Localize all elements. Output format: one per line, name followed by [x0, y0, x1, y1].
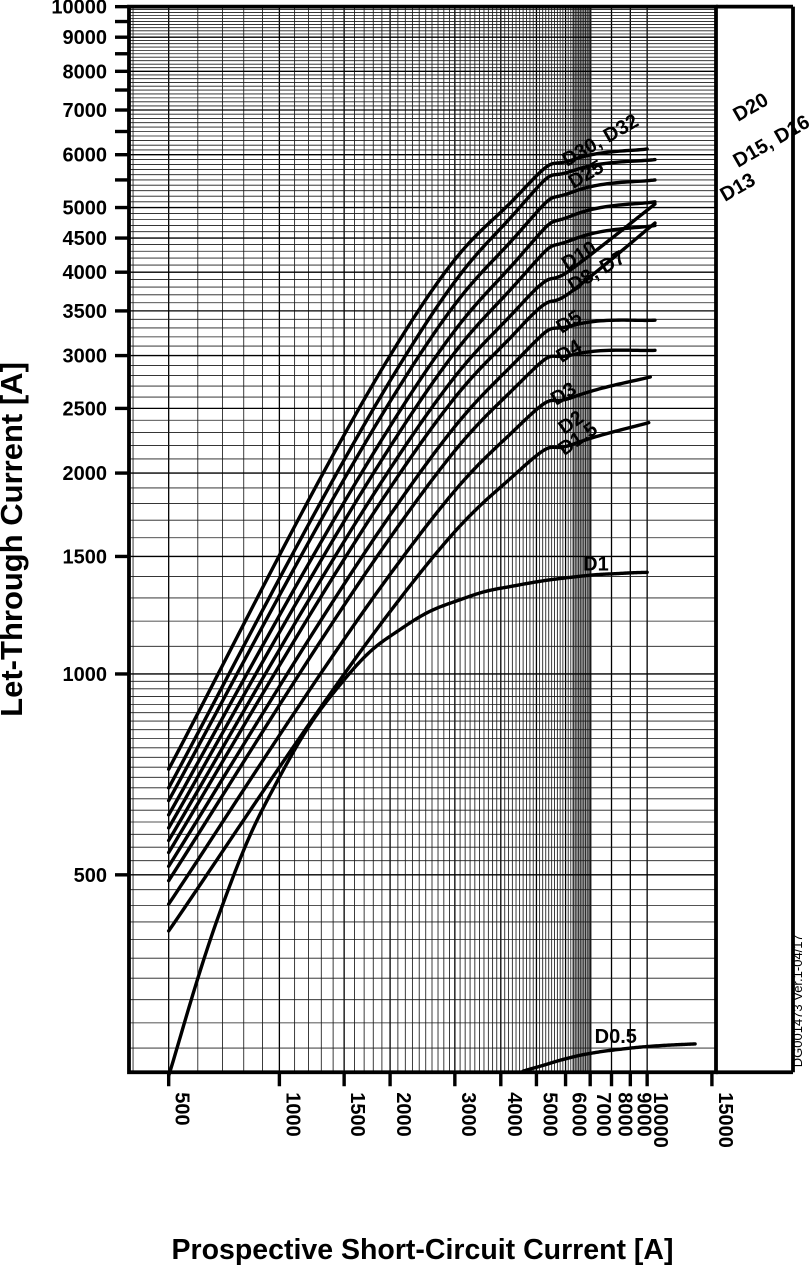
- svg-text:1500: 1500: [62, 546, 107, 568]
- svg-text:5000: 5000: [62, 198, 107, 220]
- svg-text:3500: 3500: [62, 301, 107, 323]
- svg-text:D1: D1: [583, 553, 609, 575]
- svg-text:1000: 1000: [281, 1092, 303, 1137]
- svg-text:10000: 10000: [51, 0, 107, 19]
- svg-text:3000: 3000: [457, 1092, 479, 1137]
- svg-text:500: 500: [171, 1092, 193, 1125]
- svg-text:Let-Through Current [A]: Let-Through Current [A]: [0, 362, 29, 717]
- svg-text:4000: 4000: [62, 262, 107, 284]
- svg-text:Prospective Short-Circuit Curr: Prospective Short-Circuit Current [A]: [172, 1234, 674, 1266]
- svg-text:6000: 6000: [568, 1092, 590, 1137]
- svg-text:3000: 3000: [62, 346, 107, 368]
- svg-text:1000: 1000: [62, 664, 107, 686]
- svg-text:1500: 1500: [346, 1092, 368, 1137]
- svg-text:2500: 2500: [62, 398, 107, 420]
- svg-text:6000: 6000: [62, 145, 107, 167]
- svg-text:4500: 4500: [62, 228, 107, 250]
- svg-text:2000: 2000: [62, 463, 107, 485]
- svg-text:7000: 7000: [592, 1092, 614, 1137]
- svg-text:8000: 8000: [614, 1092, 636, 1137]
- svg-text:15000: 15000: [714, 1092, 736, 1148]
- svg-text:4000: 4000: [503, 1092, 525, 1137]
- svg-text:10000: 10000: [649, 1092, 671, 1148]
- svg-text:2000: 2000: [392, 1092, 414, 1137]
- svg-text:9000: 9000: [62, 27, 107, 49]
- svg-text:7000: 7000: [62, 100, 107, 122]
- svg-text:D0.5: D0.5: [595, 1026, 637, 1048]
- svg-text:5000: 5000: [538, 1092, 560, 1137]
- svg-text:8000: 8000: [62, 61, 107, 83]
- svg-text:DG001473 Ver.1-04/17: DG001473 Ver.1-04/17: [790, 934, 805, 1067]
- svg-text:500: 500: [74, 865, 107, 887]
